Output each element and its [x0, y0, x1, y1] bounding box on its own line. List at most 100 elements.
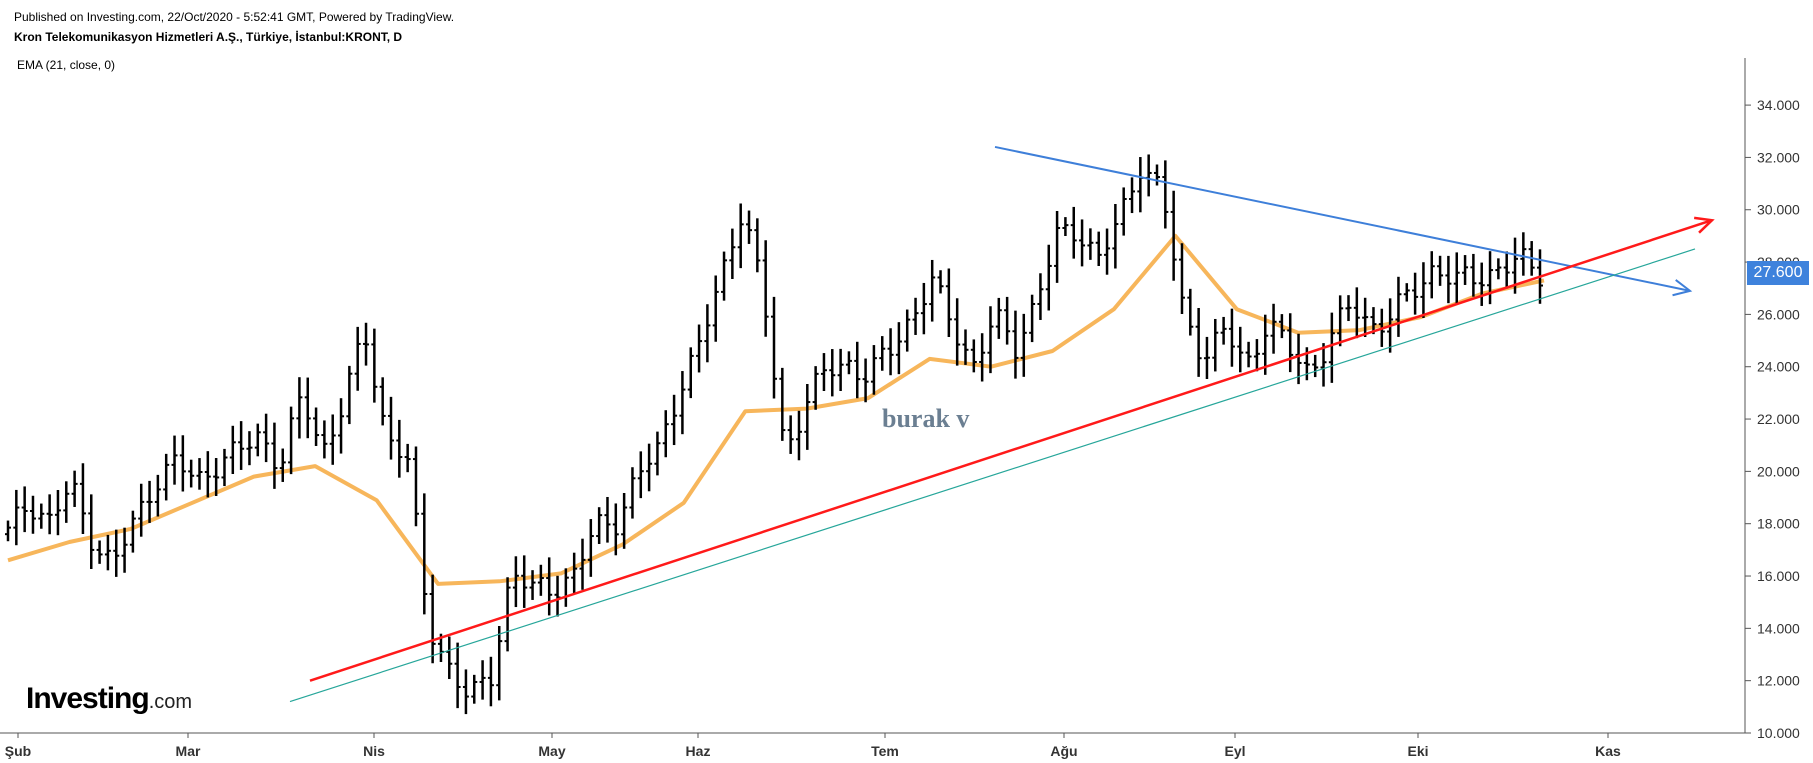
ohlc-bar [612, 503, 619, 556]
ohlc-bar [1178, 243, 1185, 315]
symbol-title: Kron Telekomunikasyon Hizmetleri A.Ş., T… [14, 30, 403, 44]
ohlc-bar [862, 358, 869, 403]
ohlc-bar [995, 297, 1002, 339]
support-arrowhead [1693, 216, 1715, 234]
ohlc-bar [1337, 295, 1344, 347]
ohlc-bar [679, 371, 686, 435]
ohlc-bar [5, 520, 11, 542]
ohlc-bar [1495, 258, 1502, 280]
x-tick-label: Eki [1407, 743, 1428, 759]
ohlc-bar [970, 339, 977, 373]
ohlc-bar [313, 407, 320, 446]
ohlc-bar [71, 470, 78, 507]
ohlc-bar [754, 218, 761, 273]
y-tick-label: 26.000 [1757, 306, 1800, 322]
ohlc-bar [1503, 251, 1510, 289]
ohlc-bar [854, 341, 861, 399]
ohlc-bar [979, 333, 986, 382]
y-tick-label: 18.000 [1757, 516, 1800, 532]
x-tick-label: Tem [871, 743, 899, 759]
ohlc-bar [504, 577, 511, 652]
resistance-trendline[interactable] [994, 145, 1693, 297]
ohlc-bar [887, 328, 894, 376]
ohlc-bar [629, 467, 636, 519]
ohlc-bar [279, 448, 286, 482]
last-price-tag: 27.600 [1747, 261, 1809, 285]
ohlc-bar [1420, 262, 1427, 318]
support-trendline[interactable] [309, 216, 1715, 682]
author-watermark: burak v [882, 404, 970, 433]
ohlc-bar [1079, 219, 1086, 267]
ohlc-bar [1370, 307, 1377, 335]
ohlc-bar [920, 282, 927, 335]
ohlc-bar [221, 448, 228, 487]
ohlc-bar [1312, 354, 1319, 378]
ohlc-bar [904, 309, 911, 352]
ohlc-bar [795, 410, 802, 461]
ohlc-bar [271, 422, 278, 489]
ohlc-bar [646, 443, 653, 492]
ohlc-bar [1195, 308, 1202, 377]
y-tick-label: 34.000 [1757, 97, 1800, 113]
support-lower-trendline[interactable] [289, 248, 1696, 703]
ohlc-bar [762, 240, 769, 337]
ohlc-bar [79, 463, 86, 535]
ohlc-bar [1237, 326, 1244, 373]
resistance-arrowhead [1672, 279, 1693, 297]
ohlc-bar [88, 494, 95, 569]
ohlc-bar [296, 377, 303, 439]
ohlc-bar [446, 636, 453, 680]
ohlc-bar [671, 394, 678, 446]
ohlc-bar [1095, 231, 1102, 266]
ohlc-bar [746, 210, 753, 244]
ohlc-bar [204, 451, 211, 498]
ohlc-bar [379, 377, 386, 426]
ohlc-bar [1087, 228, 1094, 260]
ohlc-bar [1520, 232, 1527, 276]
ohlc-bar [1145, 154, 1152, 197]
ohlc-bar [1328, 312, 1335, 383]
ohlc-bar [1428, 251, 1435, 299]
ohlc-bar [487, 656, 494, 707]
ohlc-bar [1012, 310, 1019, 379]
y-tick-label: 30.000 [1757, 202, 1800, 218]
ohlc-bar [346, 365, 353, 425]
ohlc-bar [579, 538, 586, 590]
ohlc-bar [1045, 244, 1052, 311]
ohlc-bar [937, 270, 944, 294]
ema-line [7, 233, 1545, 586]
ohlc-bar [546, 557, 553, 616]
y-tick-label: 20.000 [1757, 463, 1800, 479]
ohlc-bar [687, 347, 694, 399]
ohlc-bar [571, 552, 578, 594]
ohlc-bar [288, 406, 295, 475]
ohlc-bar [1203, 336, 1210, 380]
ohlc-bar [1137, 157, 1144, 213]
ohlc-bar [1403, 283, 1410, 302]
ohlc-bar [388, 396, 394, 460]
ohlc-bar [1062, 217, 1069, 237]
ohlc-bar [1395, 276, 1402, 337]
ohlc-bars [5, 154, 1543, 715]
ohlc-bar [1212, 318, 1219, 372]
ohlc-bar [1245, 341, 1252, 368]
trendlines[interactable] [289, 145, 1715, 703]
ohlc-bar [96, 540, 103, 564]
ohlc-bar [729, 228, 736, 279]
ohlc-bar [704, 304, 711, 363]
ohlc-bar [46, 494, 53, 535]
ohlc-bar [1154, 164, 1160, 186]
ohlc-bar [1020, 313, 1027, 377]
ohlc-bar [404, 443, 411, 473]
x-tick-label: Mar [176, 743, 201, 759]
ohlc-bar [29, 495, 36, 534]
ohlc-bar [637, 451, 644, 499]
ohlc-bar [429, 574, 436, 664]
ohlc-bar [321, 420, 328, 459]
ohlc-bar [587, 519, 594, 577]
ohlc-bar [662, 410, 669, 458]
ohlc-bar [829, 349, 836, 397]
x-tick-label: Şub [5, 743, 31, 759]
indicator-legend[interactable]: EMA (21, close, 0) [17, 58, 116, 72]
